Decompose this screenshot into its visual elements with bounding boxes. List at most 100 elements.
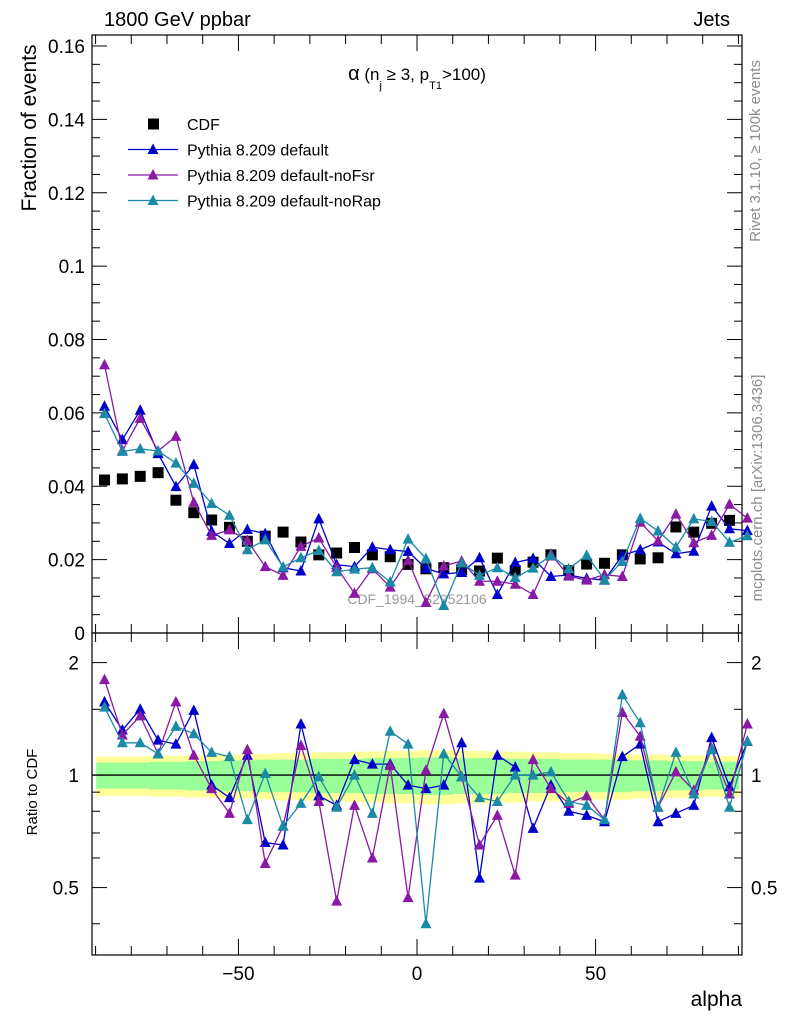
title-close: >100) [442,65,486,84]
ratio-series-1-point [170,695,182,707]
series-2-point [402,554,414,565]
ratio-series-2-point [509,769,521,780]
cdf-point [331,547,343,559]
series-2-point [581,574,593,585]
ratio-series-0-point [527,822,539,833]
series-3-point [188,477,200,488]
series-2-point [706,529,718,540]
ratio-series-0-point [616,750,628,762]
ratio-series-2-point [259,767,271,778]
header-right: Jets [693,9,730,31]
title-sub-j: j [379,80,382,92]
legend-label: Pythia 8.209 default-noRap [187,194,381,211]
series-3-point [652,525,664,536]
band-inner-bin [560,759,579,793]
legend-marker [147,143,159,154]
series-2-point [741,512,753,523]
x-axis-label: alpha [691,988,743,1011]
cdf-point [384,551,396,563]
ratio-series-1-point [509,869,521,880]
series-2-point [349,587,360,598]
band-inner-bin [417,757,436,795]
series-3-line [103,413,748,608]
ratio-series-1-point [366,851,378,863]
ratio-series-0-point [295,717,307,729]
series-2-point [670,508,682,519]
ratio-series-0-point [277,838,289,850]
main-ytick-label: 0.08 [48,331,85,352]
series-1-point [616,549,628,560]
ratio-series-0-point [509,761,521,772]
series-1-point [634,543,646,555]
ratio-series-2-point [188,727,200,739]
ratio-series-2-point [563,795,575,806]
band-inner-bin [614,759,633,793]
ratio-series-1-point [295,739,307,750]
ratio-y-axis-label: Ratio to CDF [24,749,41,836]
band-inner-bin [471,758,490,794]
series-1-point [509,556,521,568]
rivet-label: Rivet 3.1.10, ≥ 100k events [747,60,764,242]
series-1-point [688,545,700,556]
series-3-point [741,529,753,541]
ratio-ytick-label: 1 [68,766,79,787]
series-3-point [438,599,450,610]
legend-marker [147,169,159,180]
ratio-series-1-point [438,707,450,719]
main-axis-ticks: 0 0.02 0.04 0.06 0.08 0.1 0.12 0.14 0.16 [48,35,742,645]
ratio-series-2-point [724,801,735,812]
ratio-series-0-point [688,799,700,810]
ratio-series-2-point [741,735,753,746]
cdf-point [349,542,360,554]
ratio-xtick-label: 0 [412,964,423,985]
legend-label: CDF [187,117,220,134]
ratio-series-0-point [563,805,575,816]
series-3-point [116,445,128,456]
cdf-point [116,473,128,485]
band-inner-bin [292,759,311,793]
ratio-series-2-point [313,770,325,782]
band-inner-bin [649,760,668,792]
ratio-series-1-point [527,753,539,765]
ratio-xtick-label: 50 [585,964,606,985]
series-2-point [652,534,664,546]
ratio-series-1-point [616,706,628,718]
series-3-point [491,561,503,573]
series-1-point [116,433,128,445]
ratio-series-1-point [670,765,682,777]
series-1-point [420,562,432,573]
main-ytick-label: 0.16 [48,37,85,58]
band-inner-bin [489,758,508,794]
cdf-point [599,557,610,569]
ratio-series-2-point [295,797,307,808]
series-2-point [241,534,253,546]
series-2-point [170,430,182,441]
series-2-point [616,570,628,582]
series-1-point [456,566,468,577]
ratio-ytick-label-right: 2 [751,654,762,675]
main-series [99,358,753,610]
ratio-series-1-point [224,807,235,818]
ratio-series-1-point [741,717,753,729]
ratio-series-2-point [456,770,468,782]
title-sub-t1: T1 [429,80,442,92]
ratio-series-2-point [402,738,414,749]
series-1-point [259,527,271,539]
ratio-series-2-point [224,750,235,762]
legend-label: Pythia 8.209 default [187,143,329,160]
ratio-series-2-point [420,917,432,929]
ratio-series-0-point [438,779,450,790]
watermark: CDF_1994_S2952106 [347,591,487,607]
series-1-point [224,537,235,548]
ratio-axis-ticks: 0.5 0.5 1 1 2 2 −50 0 50 [53,633,777,985]
cdf-point [188,507,200,519]
ratio-series-2-point [527,769,539,780]
title-open: (n [360,65,380,84]
main-ytick-label: 0 [74,624,85,645]
ratio-series-2-point [599,813,610,825]
cdf-point [688,526,700,538]
series-3-point [366,561,378,573]
ratio-series-0-point [170,738,182,749]
series-2-point [188,496,200,507]
